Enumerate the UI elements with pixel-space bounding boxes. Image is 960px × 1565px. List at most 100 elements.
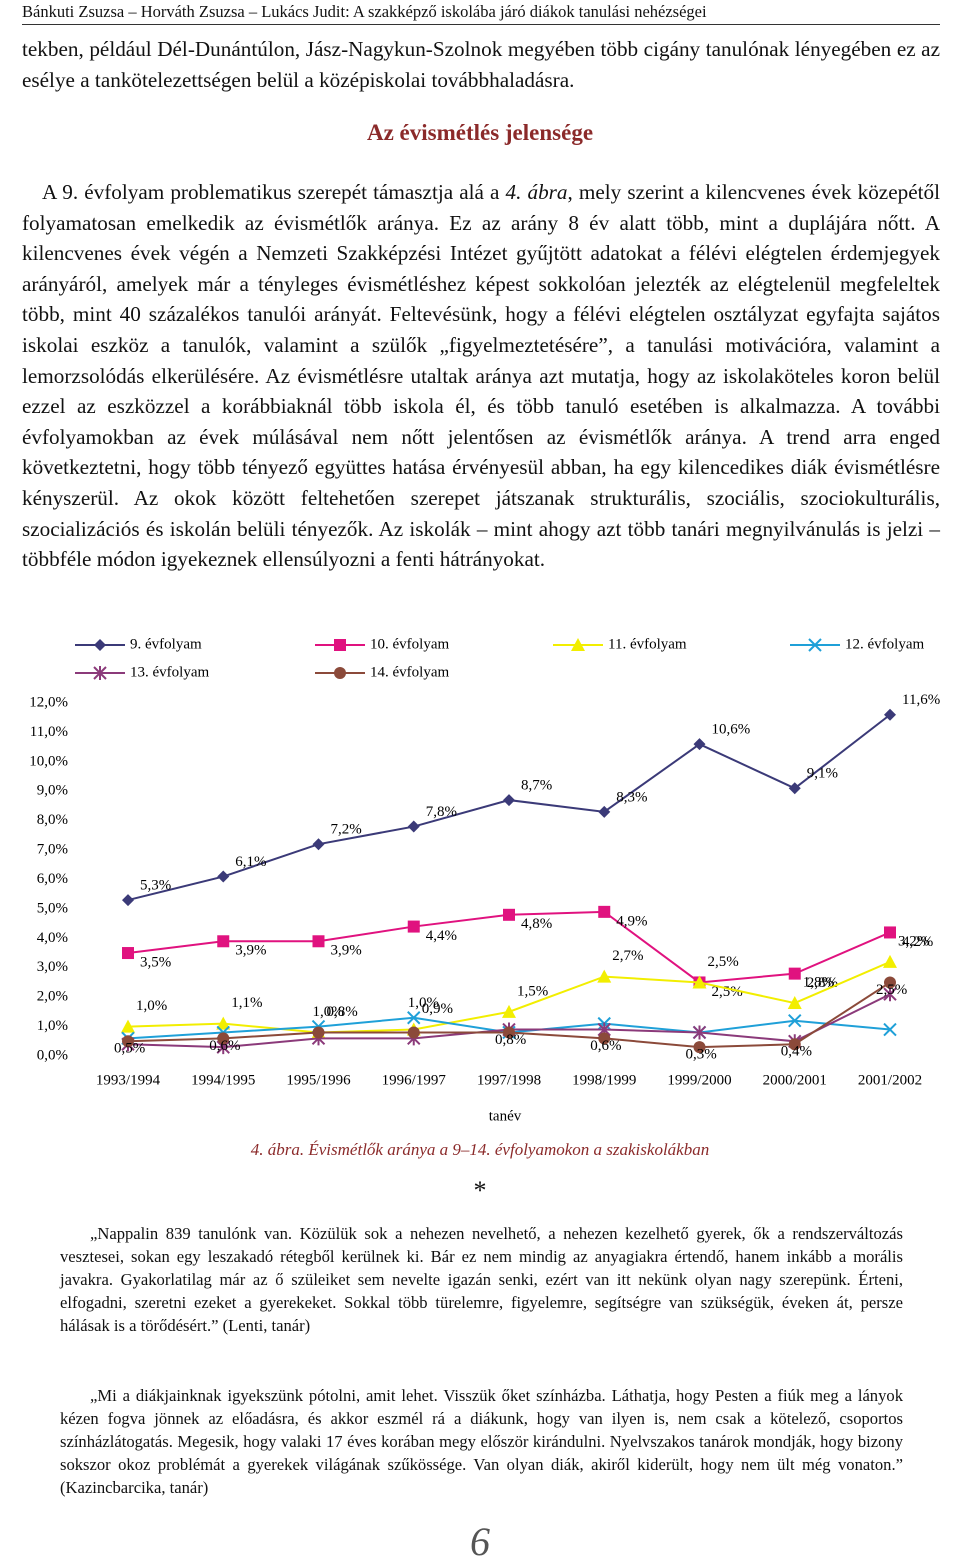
marker	[334, 639, 346, 651]
marker	[503, 794, 515, 807]
data-label: 4,4%	[426, 928, 457, 944]
marker-shape	[122, 947, 134, 960]
marker	[122, 894, 134, 907]
marker-shape	[122, 894, 134, 907]
marker-shape	[693, 738, 706, 751]
marker	[808, 638, 822, 652]
marker	[216, 1016, 231, 1030]
data-label: 5,3%	[140, 878, 171, 894]
marker-shape	[312, 838, 325, 851]
marker	[788, 967, 801, 980]
data-label: 1,8%	[803, 974, 834, 990]
marker	[693, 1041, 706, 1054]
marker-shape	[312, 935, 325, 948]
marker	[93, 666, 107, 680]
marker-shape	[598, 905, 611, 918]
y-tick-label: 0,0%	[37, 1047, 68, 1063]
paragraph: A 9. évfolyam problematikus szerepét tám…	[22, 177, 940, 575]
section-title: Az évismétlés jelensége	[366, 120, 594, 145]
y-tick-label: 6,0%	[37, 871, 68, 887]
marker-shape	[334, 667, 346, 679]
x-tick-label: 1996/1997	[382, 1072, 447, 1088]
legend-label: 10. évfolyam	[370, 636, 449, 652]
data-label: 0,6%	[209, 1038, 240, 1054]
marker-shape	[217, 1032, 230, 1045]
data-label: 3,9%	[331, 943, 362, 959]
marker-shape	[692, 1025, 707, 1040]
data-label: 0,8%	[495, 1032, 526, 1048]
marker-shape	[692, 975, 707, 989]
marker-shape	[693, 1041, 706, 1054]
marker	[121, 1019, 135, 1033]
marker-shape	[884, 708, 896, 721]
x-tick-label: 1993/1994	[96, 1072, 161, 1088]
chart: tanév 0,0% 1,0% 2,0% 3,0% 4,0% 5,0% 6,0% 7,0% 8,…	[29, 636, 940, 1124]
marker-shape	[883, 1022, 897, 1037]
marker	[407, 820, 420, 833]
marker	[883, 1022, 897, 1037]
marker-shape	[884, 926, 896, 939]
marker	[122, 1035, 134, 1048]
figure-caption: 4. ábra. Évismétlők aránya a 9–14. évfol…	[250, 1140, 710, 1159]
x-tick-label: 1997/1998	[477, 1072, 541, 1088]
y-tick-label: 3,0%	[37, 959, 68, 975]
marker-shape	[597, 969, 612, 983]
data-label: 1,0%	[136, 998, 167, 1014]
marker-shape	[598, 1032, 611, 1045]
marker	[598, 905, 611, 918]
marker-shape	[503, 794, 515, 807]
x-axis-title: tanév	[489, 1108, 522, 1124]
x-tick-label: 1999/2000	[667, 1072, 731, 1088]
marker-shape	[788, 1038, 801, 1051]
data-label: 3,5%	[140, 954, 171, 970]
data-label: 2,7%	[612, 948, 643, 964]
data-label: 1,0%	[408, 995, 439, 1011]
data-label: 0,5%	[114, 1041, 145, 1057]
marker-shape	[334, 639, 346, 651]
marker-shape	[503, 908, 515, 921]
marker	[217, 1032, 230, 1045]
marker	[598, 1032, 611, 1045]
marker	[788, 1038, 801, 1051]
text: A 9. évfolyam problematikus szerepét tám…	[42, 180, 506, 204]
data-label: 4,8%	[521, 916, 552, 932]
data-label: 4,2%	[902, 934, 933, 950]
legend-label: 12. évfolyam	[845, 636, 924, 652]
x-tick-label: 1998/1999	[572, 1072, 636, 1088]
running-header: Bánkuti Zsuzsa – Horváth Zsuzsa – Lukács…	[22, 2, 940, 25]
page-number: 6	[470, 1519, 490, 1564]
marker-shape	[121, 1019, 135, 1033]
marker-shape	[788, 1013, 802, 1028]
y-tick-label: 1,0%	[37, 1018, 68, 1034]
marker	[407, 920, 420, 933]
marker	[122, 947, 134, 960]
y-tick-label: 4,0%	[37, 930, 68, 946]
data-label: 1,5%	[517, 983, 548, 999]
data-label: 7,2%	[331, 822, 362, 838]
marker-shape	[598, 805, 611, 818]
marker	[883, 987, 897, 1002]
marker	[312, 935, 325, 948]
data-label: 2,5%	[712, 984, 743, 1000]
y-tick-label: 8,0%	[37, 812, 68, 828]
marker-shape	[216, 1016, 231, 1030]
marker	[597, 969, 612, 983]
marker-shape	[407, 1026, 420, 1039]
data-label: 0,6%	[590, 1038, 621, 1054]
data-label: 2,5%	[708, 954, 739, 970]
marker	[788, 782, 801, 795]
data-label: 3,2%	[898, 933, 929, 949]
marker	[598, 805, 611, 818]
marker	[94, 639, 106, 651]
marker-shape	[407, 820, 420, 833]
y-tick-label: 7,0%	[37, 842, 68, 858]
marker	[502, 1004, 516, 1018]
marker-shape	[808, 638, 822, 652]
marker	[503, 1026, 515, 1039]
marker	[692, 975, 707, 989]
marker-shape	[312, 1026, 325, 1039]
y-tick-label: 5,0%	[37, 900, 68, 916]
separator: *	[473, 1176, 487, 1205]
quote: „Mi a diákjainknak igyekszünk pótolni, a…	[60, 1386, 903, 1497]
